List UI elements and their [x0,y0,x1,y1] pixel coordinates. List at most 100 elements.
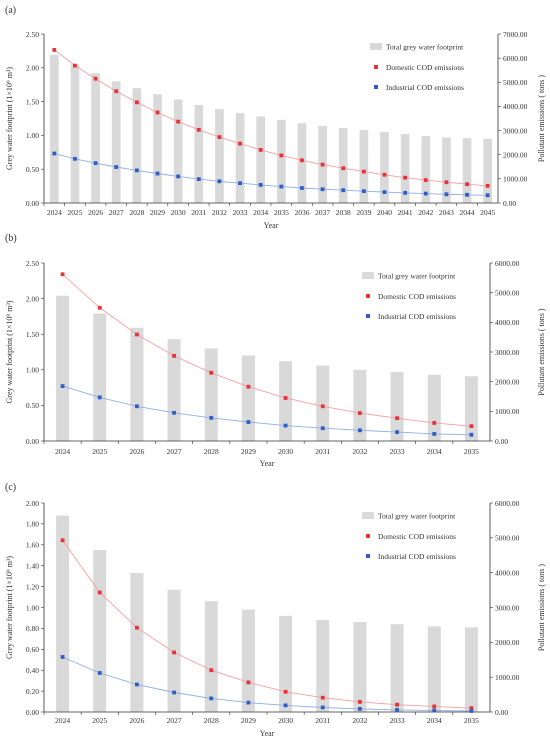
y-axis-title: Grey water footprint (1×10⁹ m³) [5,67,14,170]
x-tick-label: 2026 [88,208,103,217]
industrial-cod-point [258,182,263,187]
legend-marker-industrial [374,85,378,89]
y-tick-label: 1.40 [26,562,39,571]
industrial-cod-point [97,671,102,675]
legend-swatch-bar [362,272,374,279]
y-tick-label: 0.50 [26,401,39,410]
legend-label: Domestic COD emissions [378,532,456,541]
industrial-cod-point [361,189,366,194]
legend-marker-domestic [366,294,370,298]
industrial-cod-point [209,696,214,701]
y2-tick-label: 2000.00 [495,638,520,647]
bar-grey-water-footprint [359,129,369,203]
industrial-cod-point [283,423,288,428]
y-tick-label: 0.80 [26,624,39,633]
x-tick-label: 2025 [67,208,82,217]
bar-grey-water-footprint [241,609,255,712]
domestic-cod-point [73,63,77,68]
domestic-cod-point [465,182,469,187]
bar-grey-water-footprint [194,104,204,203]
domestic-cod-point [485,183,490,188]
domestic-cod-point [341,166,346,171]
x-tick-label: 2033 [233,208,248,217]
bar-grey-water-footprint [56,295,70,441]
domestic-cod-point [320,162,325,167]
y2-tick-label: 1000.00 [495,673,520,682]
industrial-cod-point [423,191,428,196]
industrial-cod-point [97,395,102,400]
y2-tick-label: 4000.00 [495,568,520,577]
industrial-cod-point [93,161,98,166]
y2-tick-label: 5000.00 [503,78,528,87]
legend-marker-domestic [374,65,378,69]
y-tick-label: 0.50 [26,165,39,174]
x-tick-label: 2030 [171,208,186,217]
y2-tick-label: 0.00 [503,199,516,208]
legend-label: Industrial COD emissions [386,83,464,92]
x-tick-label: 2033 [390,716,405,725]
domestic-cod-point [93,76,98,81]
legend-label: Domestic COD emissions [386,63,464,72]
industrial-cod-point [114,165,119,169]
x-tick-label: 2037 [315,208,330,217]
y-tick-label: 0.60 [26,645,39,654]
bar-grey-water-footprint [353,369,367,441]
industrial-cod-point [341,188,346,193]
y2-tick-label: 4000.00 [503,102,528,111]
x-tick-label: 2028 [129,208,144,217]
domestic-cod-point [258,147,263,152]
industrial-cod-point [73,156,77,161]
bar-grey-water-footprint [56,515,70,712]
x-tick-label: 2031 [191,208,206,217]
x-tick-label: 2028 [204,716,219,725]
x-tick-label: 2031 [315,447,330,456]
x-tick-label: 2027 [167,716,182,725]
industrial-cod-point [172,690,176,695]
x-tick-label: 2024 [47,208,62,217]
domestic-cod-point [196,127,201,132]
industrial-cod-point [52,151,57,156]
bar-grey-water-footprint [93,550,107,712]
x-tick-label: 2024 [55,716,70,725]
domestic-cod-point [172,650,176,655]
industrial-cod-point [134,168,139,173]
bar-grey-water-footprint [442,137,451,203]
y-tick-label: 0.00 [26,708,39,717]
y-axis-title: Grey water footprint (1×10⁹ m³) [5,556,14,659]
bar-grey-water-footprint [316,620,330,712]
industrial-cod-point [196,177,201,181]
domestic-cod-point [135,332,139,337]
domestic-cod-line [62,273,472,427]
domestic-cod-point [238,141,242,146]
x-tick-label: 2039 [356,208,371,217]
legend-label: Total grey water footprint [386,43,464,52]
y2-tick-label: 2000.00 [495,377,520,386]
x-tick-label: 2029 [150,208,165,217]
industrial-cod-point [432,708,437,713]
industrial-cod-point [135,682,139,687]
industrial-cod-point [320,187,325,192]
industrial-cod-point [172,410,176,415]
domestic-cod-point [358,699,362,704]
domestic-cod-point [300,158,304,163]
domestic-cod-point [134,100,139,105]
y2-axis-title: Pollutant emissions ( tons ) [537,564,546,651]
industrial-cod-point [403,190,408,195]
legend-marker-industrial [366,314,370,318]
x-tick-label: 2038 [336,208,351,217]
industrial-cod-point [320,705,325,710]
y-tick-label: 0.00 [26,437,39,446]
y-tick-label: 1.20 [26,582,39,591]
bar-grey-water-footprint [70,64,80,203]
legend: Total grey water footprint Domestic COD e… [370,43,464,92]
x-tick-label: 2043 [439,208,454,217]
y2-tick-label: 3000.00 [495,603,520,612]
legend-swatch-bar [362,512,374,519]
y-tick-label: 0.20 [26,687,39,696]
x-tick-label: 2035 [464,447,479,456]
bar-grey-water-footprint [390,624,404,712]
domestic-cod-point [395,416,399,421]
bar-grey-water-footprint [390,371,404,441]
y2-axis-title: Pollutant emissions ( tons ) [537,308,546,395]
bar-grey-water-footprint [49,54,59,204]
